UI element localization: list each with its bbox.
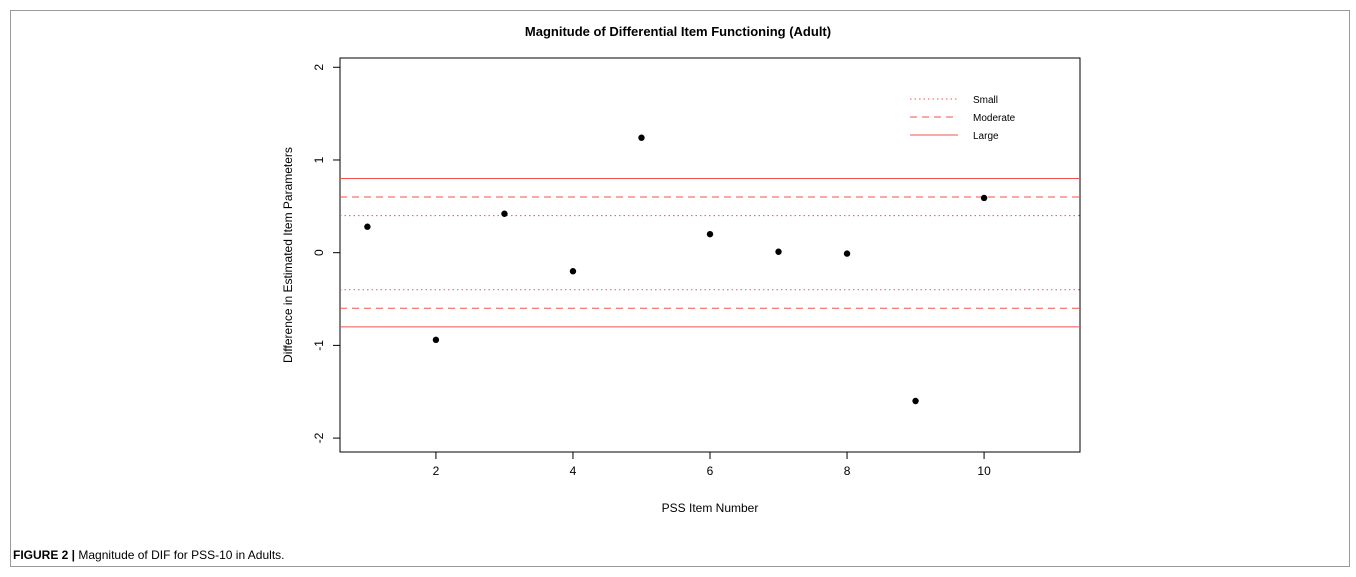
data-point xyxy=(432,336,440,344)
y-axis-label: Difference in Estimated Item Parameters xyxy=(281,147,295,363)
y-tick-label: 1 xyxy=(312,156,326,163)
figure-caption-label: FIGURE 2 | xyxy=(13,548,76,562)
chart-title: Magnitude of Differential Item Functioni… xyxy=(524,24,832,39)
legend-label: Small xyxy=(973,95,998,106)
y-tick-label: -2 xyxy=(312,432,326,443)
plot-area-border xyxy=(339,57,1081,453)
x-axis-label: PSS Item Number xyxy=(662,501,759,515)
data-point xyxy=(638,134,645,141)
x-tick-label: 4 xyxy=(570,464,577,478)
data-point xyxy=(706,230,714,238)
data-point xyxy=(569,268,577,275)
y-tick-label: -1 xyxy=(312,340,326,351)
legend-label: Large xyxy=(973,131,999,142)
data-point xyxy=(775,248,782,255)
figure-frame xyxy=(10,10,1350,567)
x-tick-label: 10 xyxy=(977,464,991,478)
x-tick-label: 6 xyxy=(707,464,714,478)
y-tick-label: 0 xyxy=(312,249,326,256)
data-point xyxy=(980,194,988,202)
legend-label: Moderate xyxy=(973,113,1016,124)
x-tick-label: 8 xyxy=(844,464,851,478)
figure-caption-text: Magnitude of DIF for PSS-10 in Adults. xyxy=(75,548,285,562)
data-point xyxy=(364,223,371,230)
x-tick-label: 2 xyxy=(433,464,440,478)
y-tick-label: 2 xyxy=(312,64,326,71)
figure-caption: FIGURE 2 | Magnitude of DIF for PSS-10 i… xyxy=(13,548,284,562)
data-point xyxy=(501,210,508,217)
data-point xyxy=(843,250,851,257)
data-point xyxy=(912,397,919,405)
